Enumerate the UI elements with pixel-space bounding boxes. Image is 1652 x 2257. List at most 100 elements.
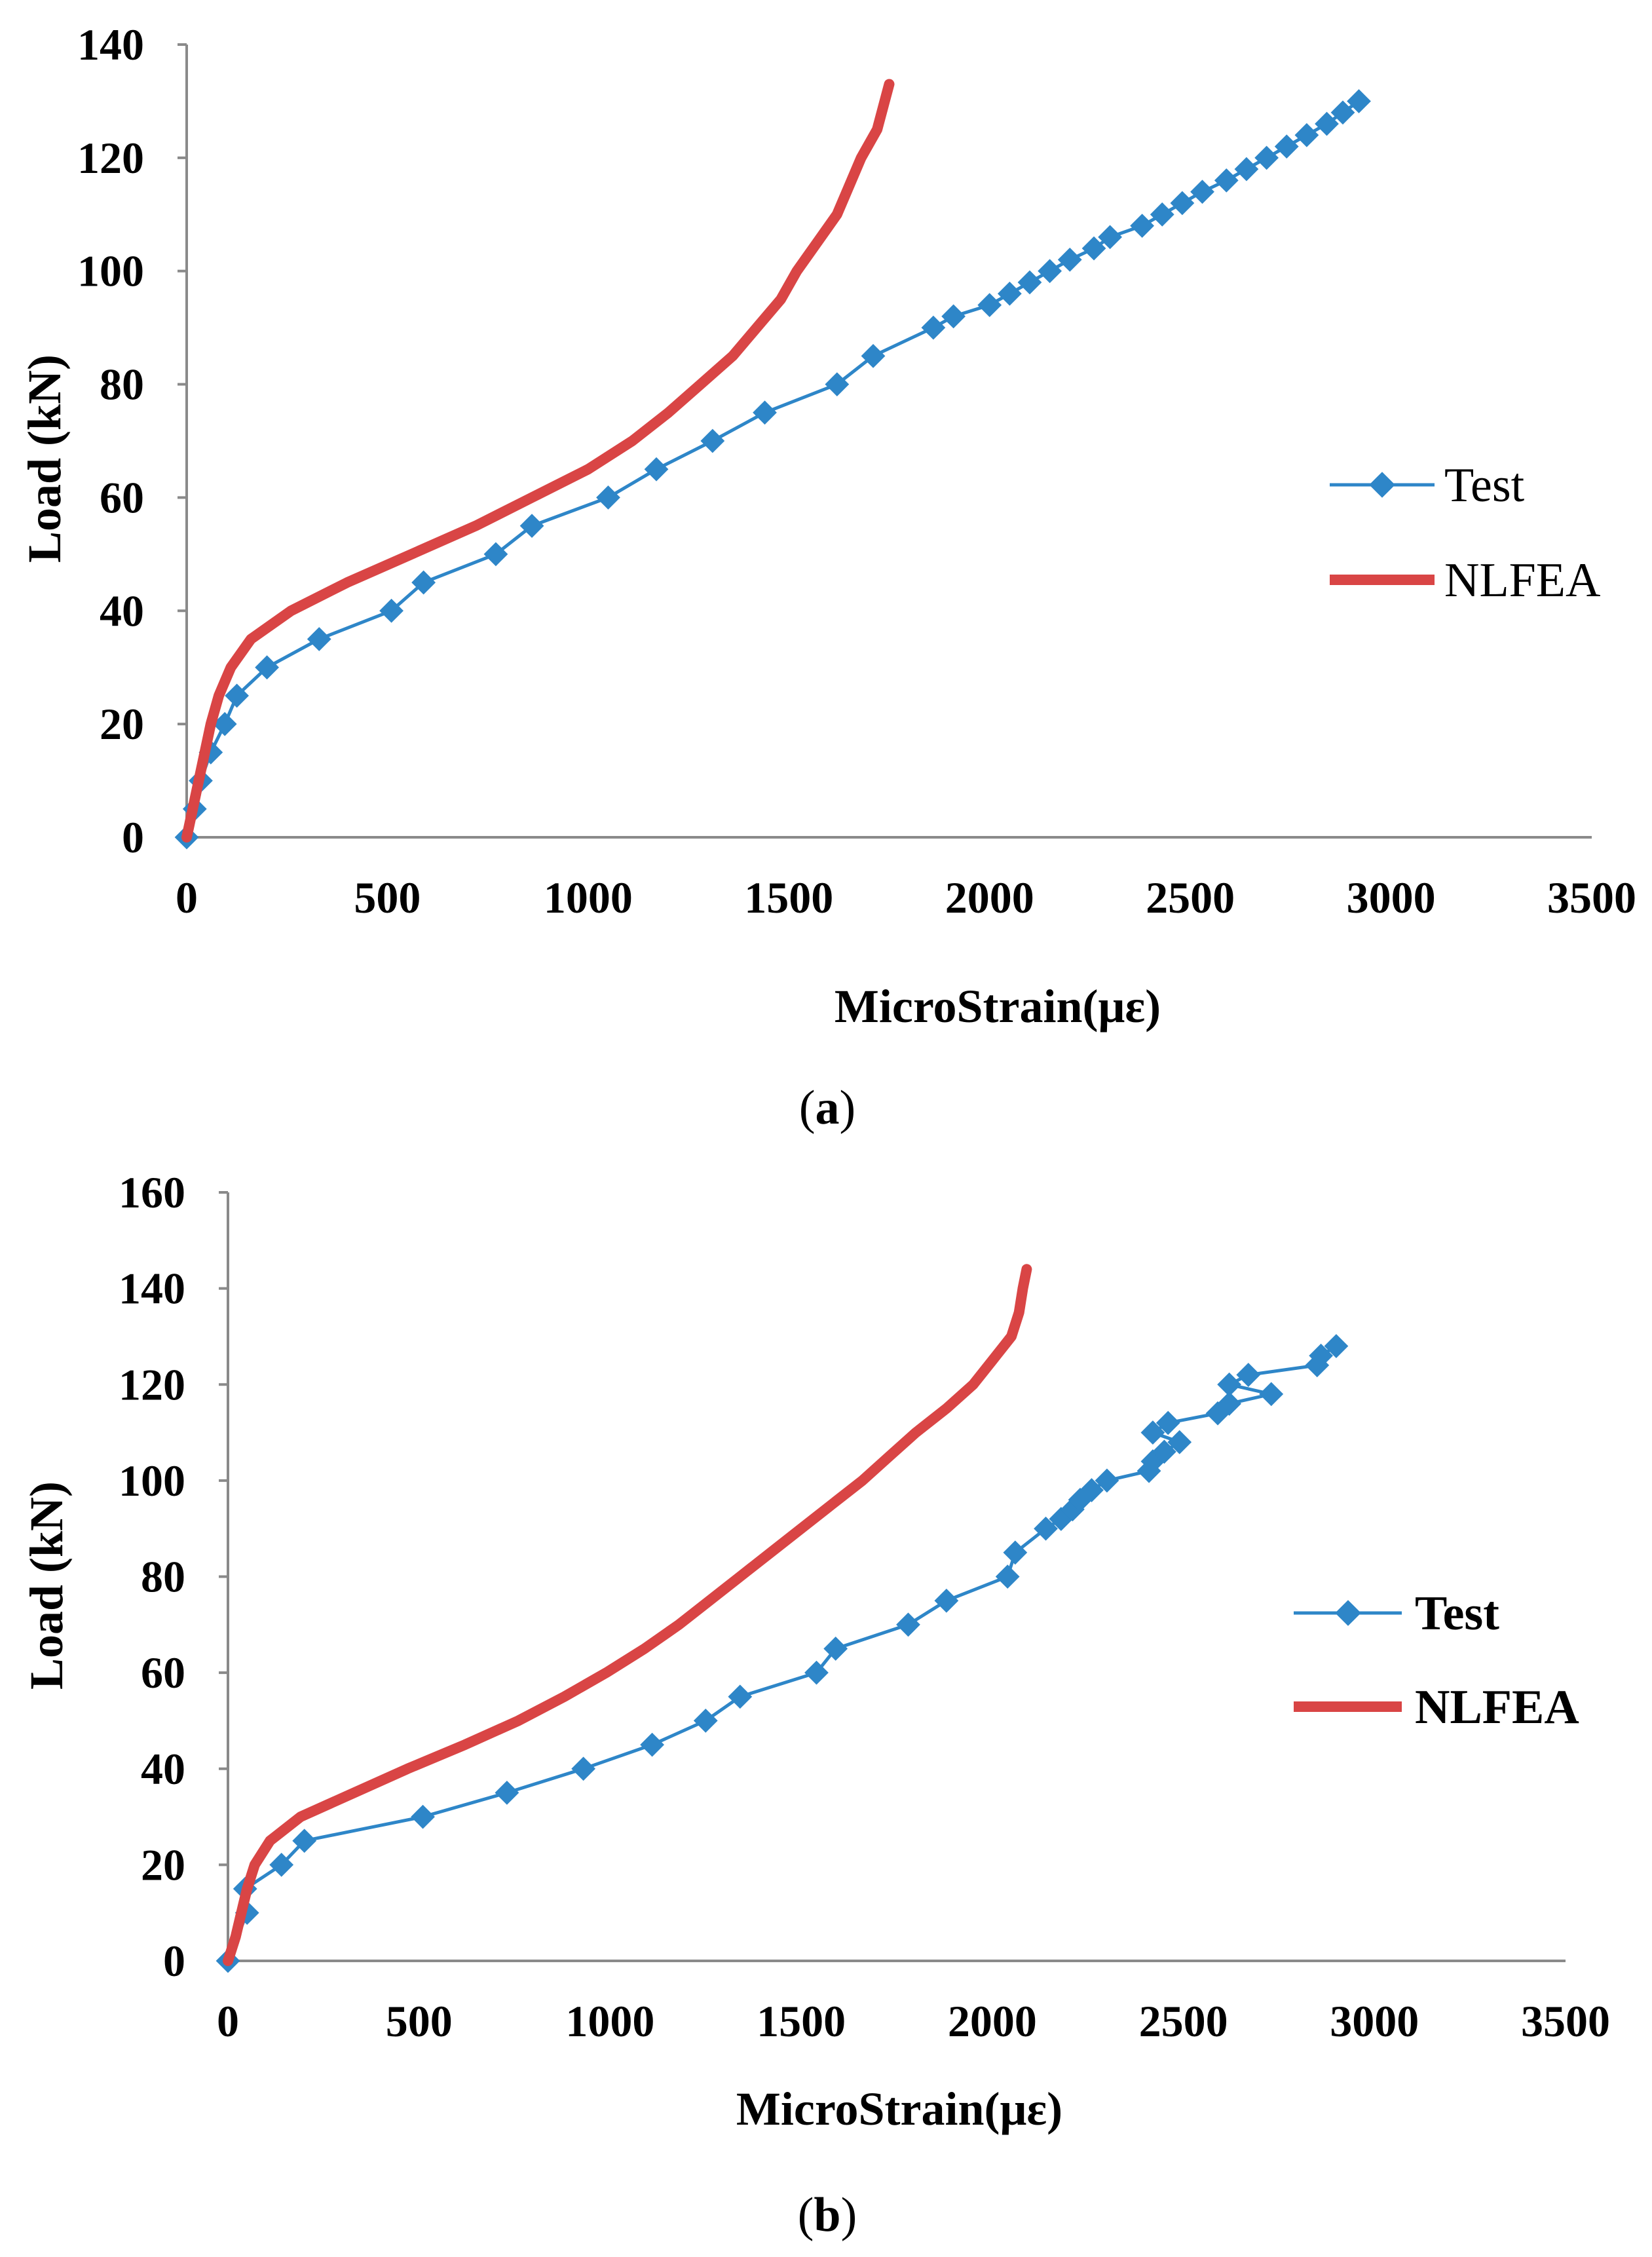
data-point-test-a — [519, 514, 544, 538]
legend-test-marker-b — [1335, 1600, 1361, 1626]
caption-b: (b) — [798, 2188, 857, 2242]
legend-nlfea-label-b: NLFEA — [1415, 1680, 1579, 1734]
data-point-test-a — [861, 343, 886, 368]
y-tick-label-a: 80 — [100, 360, 144, 409]
legend-b: Test NLFEA — [1294, 1587, 1579, 1734]
data-point-test-a — [997, 281, 1022, 306]
data-point-test-a — [1294, 123, 1319, 147]
data-point-test-a — [1150, 202, 1174, 227]
data-point-test-b — [1309, 1343, 1334, 1368]
y-tick-label-b: 0 — [163, 1936, 185, 1986]
data-point-test-a — [977, 293, 1002, 317]
caption-letter-a: a — [816, 1081, 840, 1135]
data-point-test-a — [941, 304, 966, 329]
x-tick-label-a: 2500 — [1146, 873, 1235, 922]
x-tick-label-a: 2000 — [945, 873, 1034, 922]
y-tick-label-a: 100 — [77, 246, 144, 296]
data-point-test-b — [1003, 1540, 1028, 1565]
legend-test-marker-a — [1369, 472, 1395, 498]
legend-a: Test NLFEA — [1330, 459, 1600, 607]
data-point-test-a — [307, 627, 331, 651]
y-tick-label-a: 20 — [100, 699, 144, 749]
data-point-test-a — [644, 457, 669, 482]
y-tick-label-a: 60 — [100, 472, 144, 522]
y-tick-label-a: 120 — [77, 133, 144, 183]
chart-panel-b: 0 20 40 60 80 100 120 140 160 0 500 1000 1500 2000 250… — [20, 1167, 1610, 2242]
x-tick-label-b: 500 — [386, 1996, 453, 2046]
x-tick-label-b: 1000 — [565, 1996, 654, 2046]
data-point-test-a — [1234, 157, 1259, 181]
data-point-test-b — [934, 1588, 959, 1613]
data-point-test-b — [1236, 1363, 1261, 1387]
x-tick-label-a: 3000 — [1347, 873, 1436, 922]
x-axis-label-b: MicroStrain(με) — [736, 2083, 1062, 2135]
data-point-test-b — [1167, 1430, 1192, 1454]
x-tick-label-a: 1500 — [744, 873, 833, 922]
y-tick-label-b: 140 — [119, 1264, 185, 1314]
data-point-test-b — [1324, 1334, 1349, 1359]
y-tick-label-b: 40 — [141, 1744, 185, 1794]
data-point-test-a — [1057, 248, 1082, 272]
y-tick-label-b: 80 — [141, 1552, 185, 1602]
data-point-test-a — [1254, 145, 1279, 170]
data-point-test-b — [896, 1612, 920, 1637]
data-point-test-a — [1017, 270, 1042, 295]
y-tick-label-b: 160 — [119, 1167, 185, 1217]
y-tick-label-a: 40 — [100, 586, 144, 635]
x-tick-label-a: 0 — [176, 873, 198, 922]
y-tick-label-b: 20 — [141, 1840, 185, 1889]
data-point-test-a — [483, 542, 508, 567]
chart-panel-a: 0 20 40 60 80 100 120 140 0 500 1000 1500 2000 2500 30… — [18, 20, 1636, 1135]
plot-area-b: 0 20 40 60 80 100 120 140 160 0 500 1000 1500 2000 250… — [119, 1167, 1610, 2046]
data-point-test-b — [1259, 1382, 1284, 1407]
data-point-test-b — [995, 1565, 1020, 1589]
x-tick-label-b: 3500 — [1521, 1996, 1610, 2046]
y-axis-label-a: Load (kN) — [18, 354, 71, 563]
series-line-nlfea-a — [181, 79, 895, 843]
data-point-test-a — [825, 372, 850, 396]
data-point-test-a — [1330, 100, 1355, 125]
x-tick-label-a: 3500 — [1547, 873, 1636, 922]
data-point-test-a — [753, 400, 777, 425]
y-tick-label-a: 140 — [77, 20, 144, 69]
series-line-nlfea-b — [223, 1264, 1032, 1966]
data-point-test-b — [292, 1829, 317, 1853]
legend-test-label-a: Test — [1444, 459, 1525, 512]
data-point-test-b — [1155, 1411, 1180, 1435]
x-tick-label-b: 2500 — [1139, 1996, 1228, 2046]
data-point-test-a — [1274, 134, 1299, 159]
data-point-test-a — [596, 485, 620, 510]
data-point-test-b — [495, 1781, 519, 1805]
y-tick-label-b: 120 — [119, 1359, 185, 1409]
data-point-test-b — [693, 1709, 718, 1733]
data-point-test-a — [700, 428, 725, 453]
y-axis-label-b: Load (kN) — [20, 1481, 73, 1690]
data-point-test-a — [1214, 168, 1239, 193]
legend-test-label-b: Test — [1415, 1587, 1499, 1641]
data-point-test-b — [728, 1684, 753, 1709]
x-tick-label-b: 3000 — [1330, 1996, 1419, 2046]
plot-area-a: 0 20 40 60 80 100 120 140 0 500 1000 1500 2000 2500 30… — [77, 20, 1636, 922]
data-point-test-a — [1130, 214, 1155, 238]
x-axis-label-a: MicroStrain(με) — [835, 980, 1161, 1033]
caption-letter-b: b — [814, 2188, 840, 2242]
data-point-test-a — [379, 598, 404, 623]
x-tick-label-b: 2000 — [948, 1996, 1037, 2046]
data-point-test-b — [269, 1852, 294, 1877]
data-point-test-b — [823, 1637, 848, 1661]
x-tick-label-b: 1500 — [757, 1996, 846, 2046]
data-point-test-a — [921, 315, 946, 340]
y-tick-label-b: 60 — [141, 1648, 185, 1697]
legend-nlfea-label-a: NLFEA — [1444, 554, 1600, 607]
data-point-test-a — [1190, 180, 1214, 204]
x-tick-label-b: 0 — [217, 1996, 239, 2046]
x-tick-label-a: 500 — [354, 873, 421, 922]
caption-a: (a) — [799, 1081, 855, 1135]
series-line-test-b — [226, 1344, 1338, 1963]
data-point-test-b — [1152, 1439, 1176, 1464]
y-tick-label-a: 0 — [122, 812, 144, 862]
x-tick-label-a: 1000 — [544, 873, 633, 922]
data-point-test-b — [571, 1756, 596, 1781]
y-tick-label-b: 100 — [119, 1456, 185, 1506]
